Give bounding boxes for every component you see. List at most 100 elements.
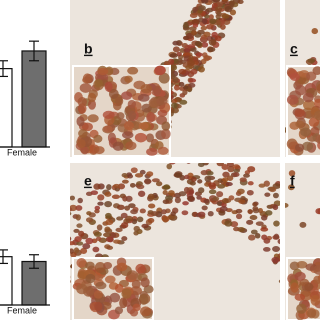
cell-nucleus	[268, 186, 277, 193]
inset-nucleus	[294, 143, 305, 152]
cell-nucleus	[104, 201, 113, 208]
cell-nucleus	[62, 218, 68, 224]
cell-nucleus	[76, 241, 84, 246]
cell-nucleus	[214, 35, 222, 42]
cell-nucleus	[115, 227, 123, 233]
inset-nucleus	[289, 72, 301, 81]
cell-nucleus	[169, 64, 178, 71]
cell-nucleus	[78, 230, 85, 237]
inset-nucleus	[314, 98, 320, 108]
cell-nucleus	[63, 241, 69, 246]
inset-nucleus	[121, 91, 133, 100]
cell-nucleus	[121, 179, 129, 184]
cell-nucleus	[201, 205, 208, 211]
inset-nucleus	[125, 141, 137, 151]
cell-nucleus	[249, 214, 258, 221]
cell-nucleus	[197, 211, 206, 218]
cell-nucleus	[63, 238, 69, 243]
cell-nucleus	[216, 191, 224, 198]
cell-nucleus	[53, 253, 58, 257]
cell-nucleus	[226, 163, 234, 168]
cell-nucleus	[204, 175, 212, 182]
cell-nucleus	[178, 68, 187, 75]
cell-nucleus	[76, 223, 83, 228]
panel-label: f	[290, 173, 295, 189]
inset-nucleus	[93, 290, 103, 299]
inset-nucleus	[94, 78, 103, 88]
cell-nucleus	[139, 208, 146, 214]
cell-nucleus	[146, 171, 154, 177]
cell-nucleus	[246, 189, 254, 196]
inset-nucleus	[137, 93, 150, 102]
cell-nucleus	[207, 210, 214, 217]
cell-nucleus	[50, 221, 57, 226]
inset-nucleus	[124, 75, 133, 83]
cell-nucleus	[46, 218, 51, 223]
cell-nucleus	[288, 170, 296, 177]
inset-nucleus	[294, 271, 306, 281]
cell-nucleus	[221, 0, 229, 2]
cell-nucleus	[58, 225, 65, 229]
cell-nucleus	[162, 199, 170, 205]
cell-nucleus	[59, 286, 64, 292]
inset-nucleus	[140, 306, 152, 317]
inset-nucleus	[115, 96, 124, 106]
inset-nucleus	[80, 146, 89, 155]
cell-nucleus	[237, 0, 244, 4]
cell-nucleus	[233, 226, 240, 232]
cell-nucleus	[38, 241, 45, 245]
cell-nucleus	[235, 213, 243, 220]
cell-nucleus	[192, 6, 199, 13]
cell-nucleus	[52, 253, 59, 257]
cell-nucleus	[200, 25, 207, 31]
cell-nucleus	[104, 226, 111, 233]
cell-nucleus	[136, 216, 144, 223]
cell-nucleus	[92, 246, 100, 253]
inset-nucleus	[103, 125, 113, 133]
cell-nucleus	[192, 23, 199, 28]
cell-nucleus	[279, 230, 280, 232]
cell-nucleus	[137, 190, 146, 197]
cell-nucleus	[162, 189, 168, 196]
cell-nucleus	[172, 40, 179, 46]
cell-nucleus	[161, 216, 170, 223]
cell-nucleus	[169, 53, 178, 58]
inset-nucleus	[109, 292, 121, 303]
inset-nucleus	[94, 301, 103, 312]
inset-nucleus	[296, 303, 307, 314]
inset-nucleus	[157, 109, 168, 117]
cell-nucleus	[171, 107, 179, 114]
cell-nucleus	[54, 226, 61, 232]
cell-nucleus	[247, 181, 254, 186]
bar	[0, 67, 13, 148]
cell-nucleus	[50, 273, 56, 278]
cell-nucleus	[188, 189, 195, 195]
inset-nucleus	[85, 261, 95, 270]
inset-nucleus	[158, 72, 170, 84]
inset-nucleus	[139, 294, 149, 305]
cell-nucleus	[184, 174, 190, 180]
cell-nucleus	[130, 167, 138, 174]
cell-nucleus	[172, 76, 179, 83]
inset-nucleus	[315, 134, 320, 144]
inset-nucleus	[114, 283, 124, 293]
cell-nucleus	[70, 248, 75, 254]
inset-nucleus	[104, 81, 113, 92]
cell-nucleus	[93, 183, 101, 190]
cell-nucleus	[174, 196, 181, 204]
inset-nucleus	[306, 71, 317, 81]
cell-nucleus	[273, 220, 280, 227]
cell-nucleus	[277, 238, 280, 245]
cell-nucleus	[70, 207, 73, 212]
cell-nucleus	[96, 224, 103, 231]
cell-nucleus	[57, 284, 64, 290]
micrograph	[38, 163, 280, 320]
cell-nucleus	[183, 85, 189, 90]
micrograph	[285, 163, 320, 320]
cell-nucleus	[201, 0, 209, 4]
cell-nucleus	[116, 216, 124, 221]
inset-nucleus	[102, 110, 115, 120]
cell-nucleus	[216, 11, 222, 17]
inset-nucleus	[93, 146, 105, 155]
cell-nucleus	[38, 230, 45, 236]
